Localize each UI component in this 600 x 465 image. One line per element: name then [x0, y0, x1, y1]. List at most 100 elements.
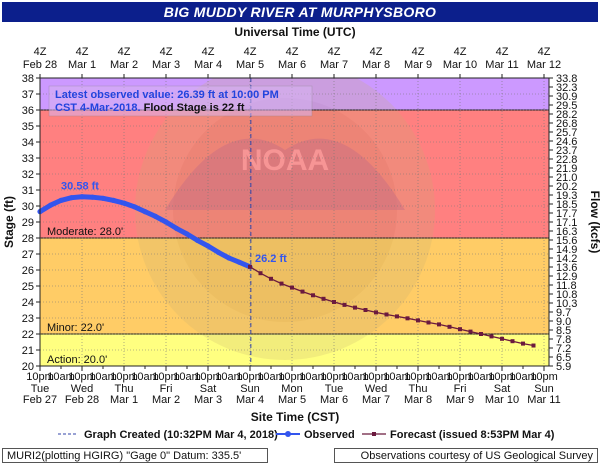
info-box — [48, 85, 313, 117]
time-tick-label: 10pm — [110, 371, 138, 383]
flow-tick-label: 32.3 — [556, 82, 577, 94]
flow-tick-label: 17.7 — [556, 208, 577, 220]
date-tick-label: Mar 9 — [446, 394, 474, 406]
date-tick-label: Mar 3 — [194, 394, 222, 406]
flow-tick-label: 11.8 — [556, 280, 577, 292]
stage-tick-label: 22 — [22, 329, 34, 341]
utc-hour-label: 4Z — [160, 46, 173, 58]
time-minor-label: 10am — [383, 371, 411, 383]
observed-point — [100, 195, 106, 201]
flow-tick-label: 25.7 — [556, 127, 577, 139]
date-tick-label: Mar 7 — [362, 394, 390, 406]
forecast-point — [521, 341, 525, 346]
day-tick-label: Wed — [365, 383, 387, 395]
flow-tick-label: 22.8 — [556, 154, 577, 166]
forecast-point — [395, 314, 399, 319]
utc-date-label: Mar 9 — [404, 59, 432, 71]
time-tick-label: 10pm — [404, 371, 432, 383]
flow-tick-label: 15.6 — [556, 235, 577, 247]
day-tick-label: Fri — [454, 383, 467, 395]
flow-tick-label: 9.7 — [556, 307, 571, 319]
utc-date-label: Mar 6 — [278, 59, 306, 71]
time-tick-label: 10pm — [530, 371, 558, 383]
flow-tick-label: 9.0 — [556, 316, 571, 328]
day-tick-label: Fri — [160, 383, 173, 395]
utc-date-label: Mar 5 — [236, 59, 264, 71]
time-tick-label: 10pm — [278, 371, 306, 383]
flow-tick-label: 20.2 — [556, 181, 577, 193]
bottom-axis-title: Site Time (CST) — [251, 410, 339, 424]
stage-tick-label: 20 — [22, 361, 34, 373]
date-tick-label: Mar 6 — [320, 394, 348, 406]
flow-tick-label: 19.3 — [556, 190, 577, 202]
forecast-point — [374, 310, 378, 315]
top-axis-title: Universal Time (UTC) — [234, 25, 355, 39]
forecast-point — [510, 339, 515, 344]
time-minor-label: 10am — [299, 371, 327, 383]
time-minor-label: 10am — [341, 371, 369, 383]
forecast-point — [447, 324, 452, 329]
utc-date-label: Mar 1 — [68, 59, 96, 71]
day-tick-label: Sat — [200, 383, 217, 395]
forecast-line — [249, 266, 534, 347]
noaa-watermark: NOAA — [135, 78, 435, 360]
svg-text:NOAA: NOAA — [241, 144, 329, 177]
forecast-point — [342, 302, 347, 307]
flow-tick-label: 17.1 — [556, 217, 577, 229]
stage-tick-label: 35 — [22, 121, 34, 133]
observed-point — [205, 243, 211, 249]
time-minor-label: 10am — [131, 371, 159, 383]
stage-tick-label: 27 — [22, 249, 34, 261]
utc-hour-label: 4Z — [76, 46, 89, 58]
stage-tick-label: 23 — [22, 313, 34, 325]
utc-hour-label: 4Z — [244, 46, 257, 58]
flow-tick-label: 7.8 — [556, 334, 571, 346]
utc-date-label: Mar 4 — [194, 59, 222, 71]
flow-tick-label: 14.9 — [556, 244, 577, 256]
utc-hour-label: 4Z — [370, 46, 383, 58]
legend-forecast-label: Forecast (issued 8:53PM Mar 4) — [390, 429, 555, 441]
time-minor-label: 10am — [425, 371, 453, 383]
forecast-point — [384, 312, 389, 317]
stage-tick-label: 36 — [22, 105, 34, 117]
time-tick-label: 10pm — [26, 371, 54, 383]
utc-hour-label: 4Z — [328, 46, 341, 58]
time-minor-label: 10am — [257, 371, 285, 383]
observed-point — [47, 202, 54, 208]
observed-point — [152, 213, 159, 219]
utc-hour-label: 4Z — [34, 46, 47, 58]
time-tick-label: 10pm — [320, 371, 348, 383]
time-minor-label: 10am — [509, 371, 537, 383]
observed-point — [110, 197, 117, 203]
observed-point — [226, 255, 232, 261]
legend-forecast-marker — [372, 432, 376, 436]
stage-tick-label: 30 — [22, 201, 34, 213]
forecast-point — [300, 289, 305, 294]
day-tick-label: Thu — [115, 383, 134, 395]
forecast-point — [321, 296, 326, 301]
stage-tick-label: 33 — [22, 153, 34, 165]
stage-tick-label: 25 — [22, 281, 34, 293]
legend-created-label: Graph Created (10:32PM Mar 4, 2018) — [84, 429, 278, 441]
flow-tick-label: 13.6 — [556, 262, 577, 274]
day-tick-label: Thu — [409, 383, 428, 395]
flow-tick-label: 29.5 — [556, 100, 577, 112]
observed-point — [89, 194, 96, 200]
stage-tick-label: 34 — [22, 137, 34, 149]
observed-point — [68, 195, 75, 201]
forecast-point — [416, 318, 420, 323]
forecast-point — [279, 281, 284, 286]
forecast-point — [363, 308, 368, 312]
observed-point — [173, 225, 180, 231]
latest-observed-date-text: CST 4-Mar-2018. — [55, 102, 141, 114]
observed-point — [79, 194, 85, 200]
utc-date-label: Mar 2 — [110, 59, 138, 71]
flood-stage-text: Flood Stage is 22 ft — [141, 102, 245, 114]
date-tick-label: Mar 5 — [278, 394, 306, 406]
forecast-point — [311, 293, 315, 298]
forecast-point — [500, 336, 504, 341]
time-tick-label: 10pm — [446, 371, 474, 383]
day-tick-label: Mon — [281, 383, 302, 395]
stage-tick-label: 26 — [22, 265, 34, 277]
